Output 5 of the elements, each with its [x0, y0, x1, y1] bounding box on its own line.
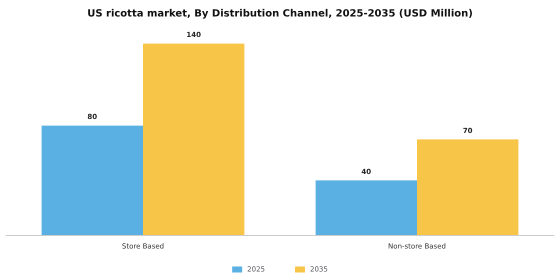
- bar: [143, 44, 244, 235]
- chart-title: US ricotta market, By Distribution Channel, 2025-2035 (USD Million): [87, 8, 473, 20]
- bar: [316, 180, 417, 235]
- bar: [42, 126, 143, 235]
- bar: [417, 139, 518, 235]
